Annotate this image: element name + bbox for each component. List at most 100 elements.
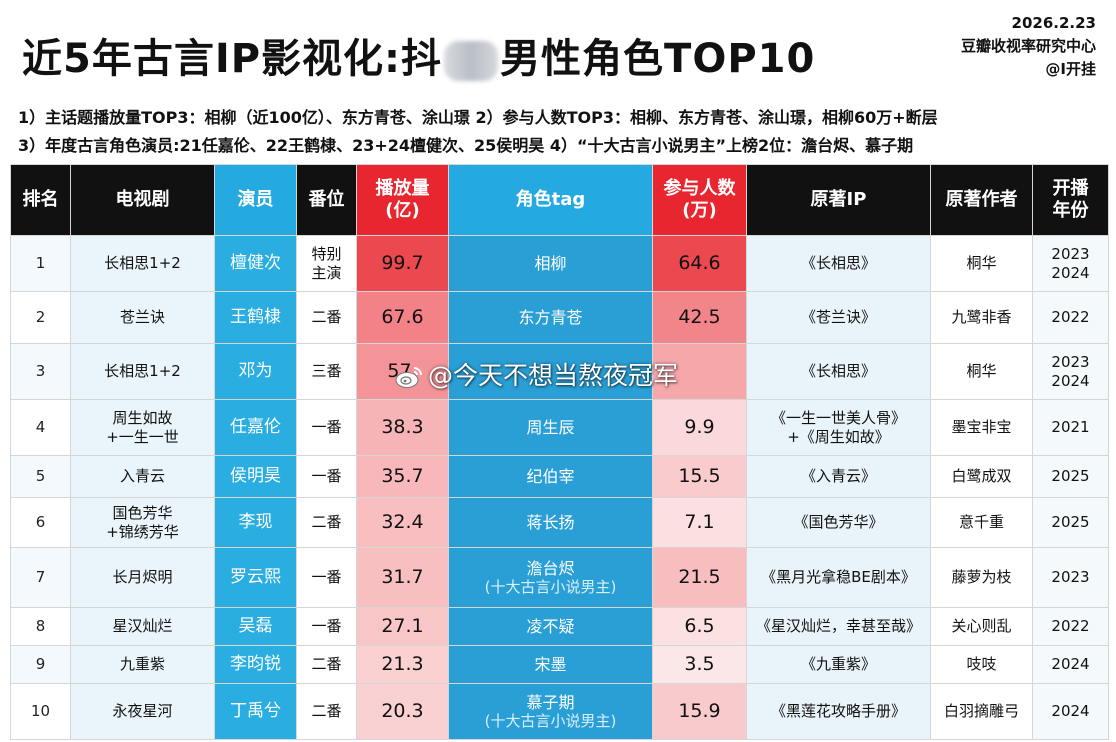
play-count-cell: 38.3	[356, 399, 449, 456]
original-ip-cell: 《黑莲花攻略手册》	[746, 683, 931, 740]
year-cell: 2023 2024	[1032, 343, 1109, 400]
author-cell-text-1: 九鹭非香	[951, 308, 1012, 326]
original-ip-cell-text-1: 《黑莲花攻略手册》	[770, 702, 906, 720]
actor-cell-text-1: 王鹤棣	[230, 307, 281, 327]
drama-cell: 苍兰诀	[70, 291, 215, 344]
drama-cell: 国色芳华 +锦绣芳华	[70, 497, 215, 548]
original-ip-cell: 《苍兰诀》	[746, 291, 931, 344]
author-cell-text-1: 白羽摘雕弓	[943, 702, 1019, 720]
original-ip-cell: 《星汉灿烂，幸甚至哉》	[746, 607, 931, 646]
publish-date: 2026.2.23	[1011, 14, 1096, 32]
author-cell-text-1: 关心则乱	[951, 617, 1012, 635]
author-cell-text-1: 桐华	[966, 362, 997, 380]
participants-cell: 7.1	[652, 497, 747, 548]
original-ip-cell: 《九重紫》	[746, 645, 931, 684]
billing-cell: 三番	[296, 343, 357, 400]
header-year-label-1: 开播	[1052, 178, 1089, 199]
year-cell: 2025	[1032, 455, 1109, 498]
year-cell-text-1: 2023	[1051, 244, 1090, 263]
year-cell: 2023	[1032, 547, 1109, 608]
role-tag-cell-text-1: 东方青苍	[518, 308, 583, 327]
rank-cell-text-1: 4	[35, 418, 46, 436]
header-rank: 排名	[10, 164, 71, 236]
summary-line-1: 1）主话题播放量TOP3：相柳（近100亿）、东方青苍、涂山璟 2）参与人数TO…	[18, 108, 938, 127]
original-ip-cell-text-1: 《国色芳华》	[793, 513, 884, 531]
drama-cell-text-1: 永夜星河	[112, 702, 173, 720]
original-ip-cell-text-1: 《入青云》	[800, 467, 876, 485]
author-cell: 白鹭成双	[930, 455, 1033, 498]
author-cell-text-1: 藤萝为枝	[951, 568, 1012, 586]
table-row: 6 国色芳华 +锦绣芳华 李现 二番 32.4 蒋长扬 7.1 《国色芳华》 意千重 2025	[10, 497, 1109, 548]
actor-cell-text-1: 吴磊	[238, 616, 273, 636]
rank-cell: 10	[10, 683, 71, 740]
actor-cell: 罗云熙	[214, 547, 297, 608]
billing-cell: 一番	[296, 547, 357, 608]
billing-cell-text-2: 主演	[311, 263, 342, 282]
drama-cell-text-1: 周生如故	[112, 408, 173, 427]
table-row: 10 永夜星河 丁禹兮 二番 20.3 慕子期 (十大古言小说男主) 15.9 《黑莲花攻略手册…	[10, 683, 1109, 740]
play-count-cell-text-1: 31.7	[381, 566, 424, 588]
drama-cell-text-2: +锦绣芳华	[106, 522, 179, 541]
year-cell-text-1: 2023	[1051, 352, 1090, 371]
original-ip-cell-text-1: 《长相思》	[800, 362, 876, 380]
role-tag-cell: 相柳	[448, 235, 653, 292]
header-participants: 参与人数 (万)	[652, 164, 747, 236]
original-ip-cell: 《一生一世美人骨》 +《周生如故》	[746, 399, 931, 456]
rank-cell-text-1: 10	[30, 702, 51, 720]
role-tag-cell-text-1: 慕子期	[526, 692, 575, 712]
rank-cell: 8	[10, 607, 71, 646]
participants-cell-text-1: 15.5	[678, 465, 721, 487]
play-count-cell-text-1: 35.7	[381, 465, 424, 487]
rank-cell-text-1: 8	[35, 617, 46, 635]
billing-cell: 二番	[296, 645, 357, 684]
drama-cell-text-1: 长月烬明	[112, 568, 173, 586]
original-ip-cell: 《入青云》	[746, 455, 931, 498]
role-tag-cell: 慕子期 (十大古言小说男主)	[448, 683, 653, 740]
actor-cell-text-1: 罗云熙	[230, 567, 281, 587]
rank-cell-text-1: 7	[35, 568, 46, 586]
role-tag-cell: 宋墨	[448, 645, 653, 684]
drama-cell-text-1: 入青云	[119, 467, 165, 485]
table-body: 1 长相思1+2 檀健次 特别 主演 99.7 相柳 64.6 《长相思》 桐华 2023 2024 2…	[10, 235, 1109, 740]
drama-cell-text-1: 长相思1+2	[104, 362, 181, 380]
original-ip-cell: 《黑月光拿稳BE剧本》	[746, 547, 931, 608]
play-count-cell: 31.7	[356, 547, 449, 608]
drama-cell: 长月烬明	[70, 547, 215, 608]
billing-cell: 一番	[296, 399, 357, 456]
header-year-label-2: 年份	[1052, 200, 1089, 221]
drama-cell: 长相思1+2	[70, 235, 215, 292]
participants-cell: 6.5	[652, 607, 747, 646]
year-cell: 2023 2024	[1032, 235, 1109, 292]
author-cell: 桐华	[930, 235, 1033, 292]
role-tag-cell-text-1: 蒋长扬	[526, 513, 575, 532]
actor-cell: 邓为	[214, 343, 297, 400]
participants-cell: 3.5	[652, 645, 747, 684]
author-cell-text-1: 墨宝非宝	[951, 418, 1012, 436]
author-cell: 桐华	[930, 343, 1033, 400]
actor-cell: 丁禹兮	[214, 683, 297, 740]
header-original-ip: 原著IP	[746, 164, 931, 236]
role-tag-cell-text-1: 相柳	[534, 254, 567, 273]
billing-cell: 一番	[296, 455, 357, 498]
year-cell-text-1: 2021	[1051, 418, 1090, 436]
actor-cell: 王鹤棣	[214, 291, 297, 344]
role-tag-cell: 纪伯宰	[448, 455, 653, 498]
author-cell-text-1: 桐华	[966, 254, 997, 272]
rank-cell: 3	[10, 343, 71, 400]
original-ip-cell-text-1: 《苍兰诀》	[800, 308, 876, 326]
weibo-icon	[395, 367, 422, 388]
play-count-cell: 21.3	[356, 645, 449, 684]
actor-cell-text-1: 侯明昊	[230, 466, 281, 486]
year-cell: 2025	[1032, 497, 1109, 548]
role-tag-cell-text-1: 凌不疑	[526, 617, 575, 636]
author-cell-text-1: 吱吱	[966, 655, 997, 673]
participants-cell-text-1: 21.5	[678, 566, 721, 588]
actor-cell-text-1: 李现	[238, 512, 273, 532]
author-cell: 白羽摘雕弓	[930, 683, 1033, 740]
rank-cell-text-1: 2	[35, 308, 46, 326]
participants-cell-text-1: 3.5	[684, 653, 715, 675]
author-handle: @I开挂	[1045, 60, 1096, 78]
role-tag-cell-text-1: 澹台烬	[526, 558, 575, 578]
actor-cell: 李现	[214, 497, 297, 548]
